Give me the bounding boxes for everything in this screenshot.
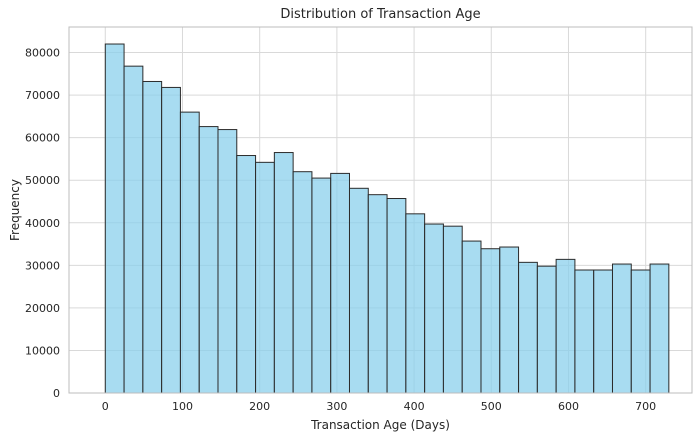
histogram-bar: [536, 265, 557, 394]
x-tick-label: 300: [326, 400, 347, 413]
histogram-bar: [161, 86, 181, 394]
histogram-bar: [461, 240, 482, 394]
x-tick-label: 0: [102, 400, 109, 413]
bars-layer: [104, 43, 670, 394]
histogram-bar: [499, 246, 520, 394]
histogram-bar: [217, 129, 238, 394]
histogram-bar: [104, 43, 125, 394]
histogram-bar: [330, 172, 350, 394]
histogram-bar: [123, 65, 144, 394]
histogram-bar: [574, 269, 595, 394]
histogram-bar: [179, 111, 200, 394]
histogram-bar: [348, 187, 369, 394]
y-tick-labels: 0 10000 20000 30000 40000 50000 60000 70000 8000…: [25, 47, 60, 400]
histogram-bar: [630, 269, 651, 394]
histogram-bar: [593, 269, 613, 394]
y-tick-label: 80000: [25, 47, 60, 60]
histogram-bar: [649, 263, 670, 394]
x-tick-label: 100: [172, 400, 193, 413]
x-tick-label: 700: [635, 400, 656, 413]
histogram-bar: [480, 248, 501, 394]
x-tick-label: 500: [481, 400, 502, 413]
histogram-bar: [424, 223, 444, 394]
chart-title: Distribution of Transaction Age: [280, 7, 480, 22]
histogram-bar: [255, 161, 275, 394]
histogram-bar: [198, 126, 219, 394]
histogram-bar: [386, 198, 407, 394]
y-tick-label: 0: [53, 387, 60, 400]
x-tick-label: 400: [404, 400, 425, 413]
y-tick-label: 50000: [25, 174, 60, 187]
y-tick-label: 10000: [25, 344, 60, 357]
histogram-bar: [405, 213, 426, 394]
x-tick-label: 200: [249, 400, 270, 413]
histogram-bar: [273, 152, 294, 394]
histogram-bar: [611, 263, 632, 394]
y-tick-label: 70000: [25, 89, 60, 102]
y-tick-label: 20000: [25, 302, 60, 315]
y-tick-label: 30000: [25, 259, 60, 272]
histogram-bar: [367, 194, 388, 394]
histogram-bar: [311, 177, 332, 394]
x-axis-label: Transaction Age (Days): [310, 418, 450, 432]
histogram-bar: [442, 225, 463, 394]
plot-frame: [68, 26, 693, 394]
histogram-bar: [236, 155, 257, 394]
x-tick-labels: 0 100 200 300 400 500 600 700: [102, 400, 656, 413]
y-tick-label: 40000: [25, 217, 60, 230]
y-axis-label: Frequency: [8, 179, 22, 241]
histogram-bar: [142, 80, 163, 394]
histogram-bar: [555, 258, 576, 394]
y-tick-label: 60000: [25, 132, 60, 145]
histogram-bar: [518, 261, 538, 394]
x-tick-label: 600: [558, 400, 579, 413]
histogram-bar: [292, 171, 313, 394]
